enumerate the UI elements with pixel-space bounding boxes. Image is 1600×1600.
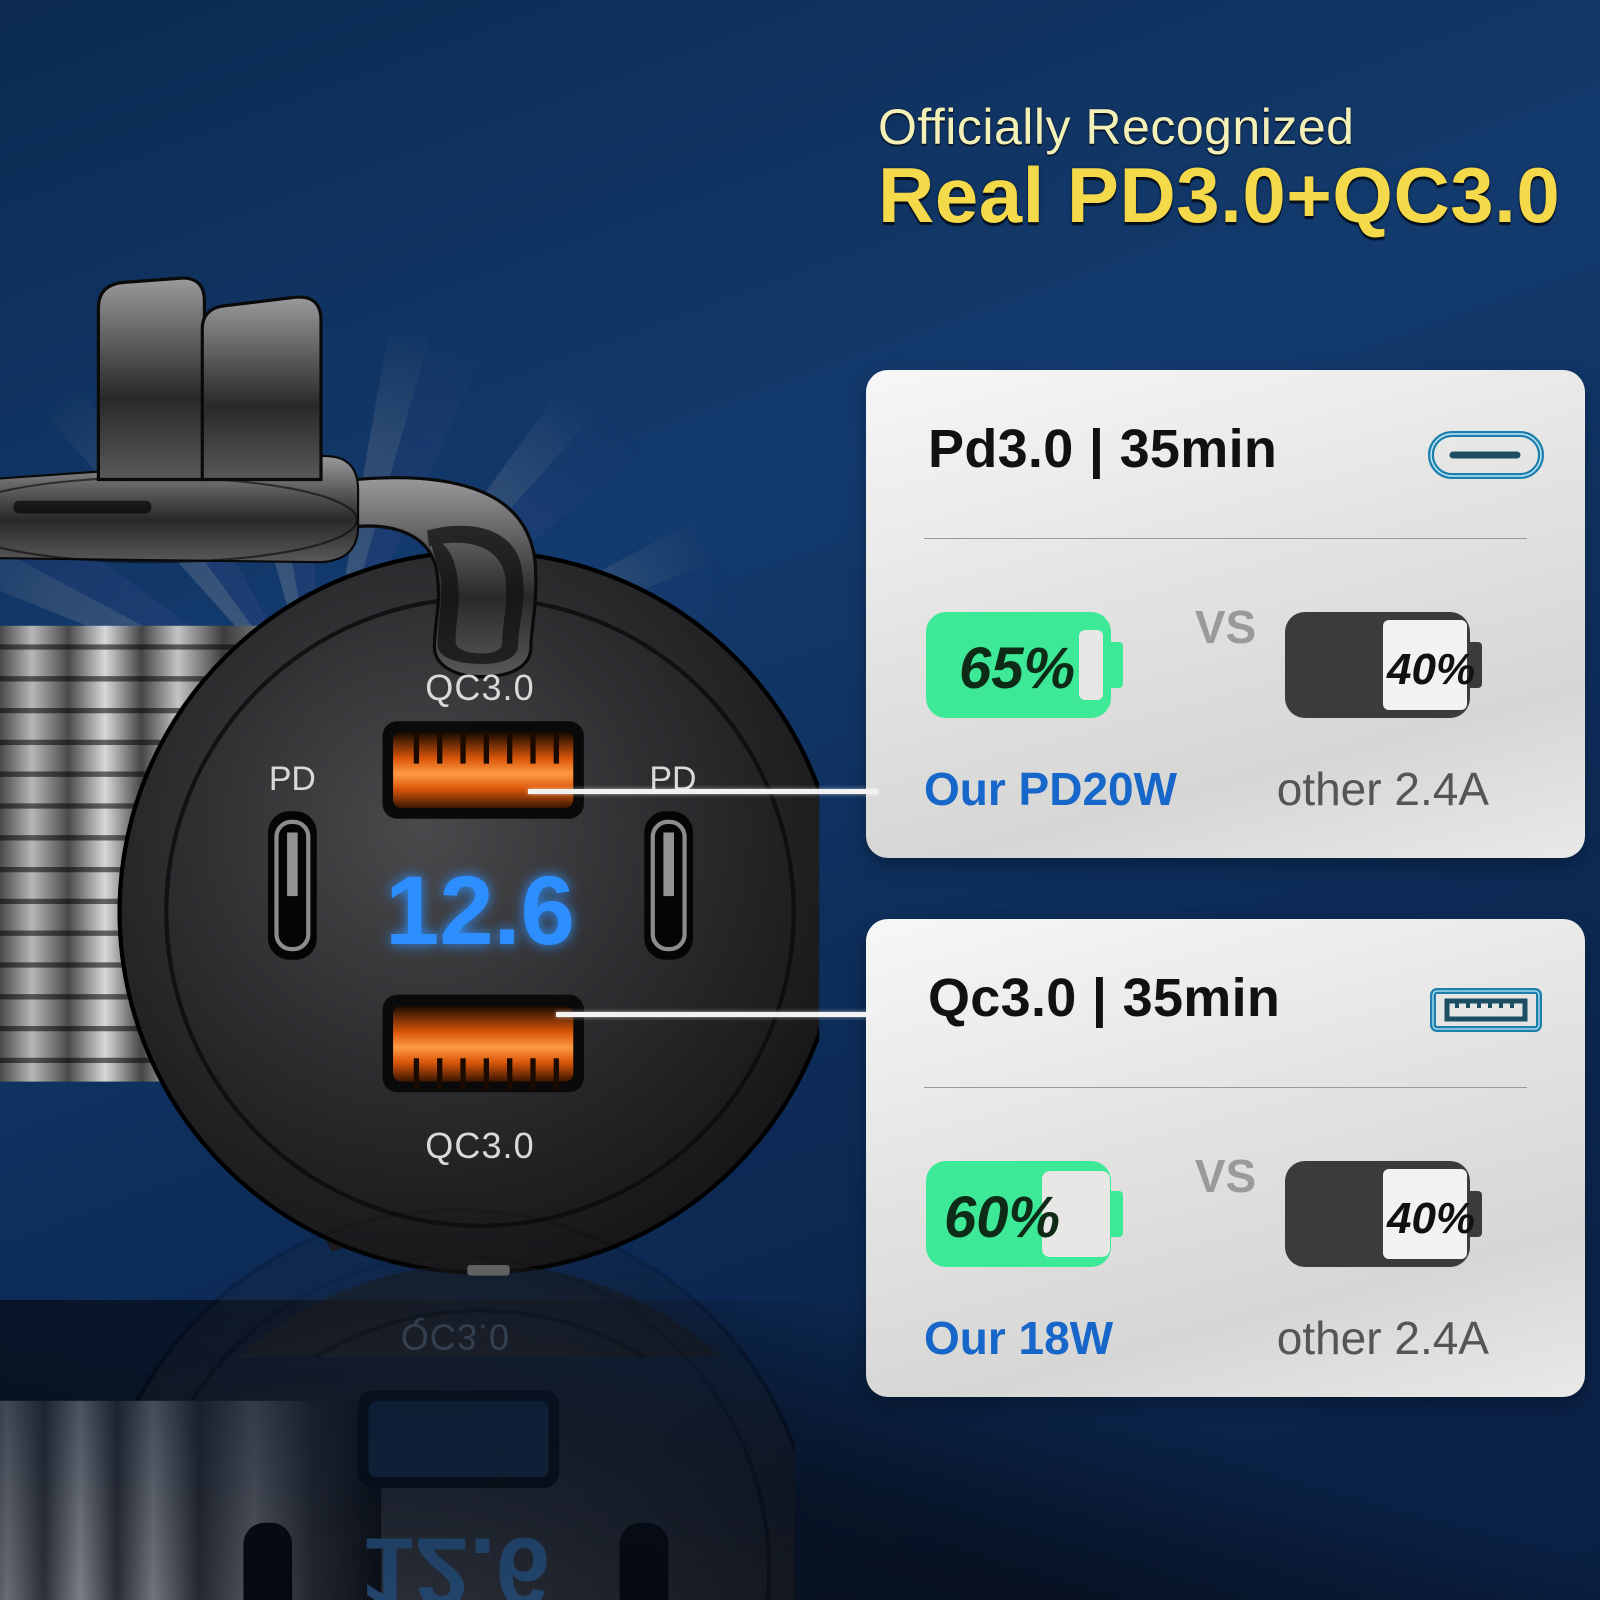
svg-text:12.6: 12.6 [361, 1518, 551, 1600]
svg-text:40%: 40% [1386, 1194, 1475, 1243]
svg-text:PD: PD [269, 760, 316, 798]
svg-text:65%: 65% [959, 636, 1075, 701]
svg-text:40%: 40% [1386, 645, 1475, 694]
svg-text:12.6: 12.6 [385, 856, 575, 965]
svg-text:QC3.0: QC3.0 [425, 667, 534, 708]
svg-text:60%: 60% [944, 1185, 1060, 1250]
svg-text:QC3.0: QC3.0 [401, 1316, 510, 1357]
